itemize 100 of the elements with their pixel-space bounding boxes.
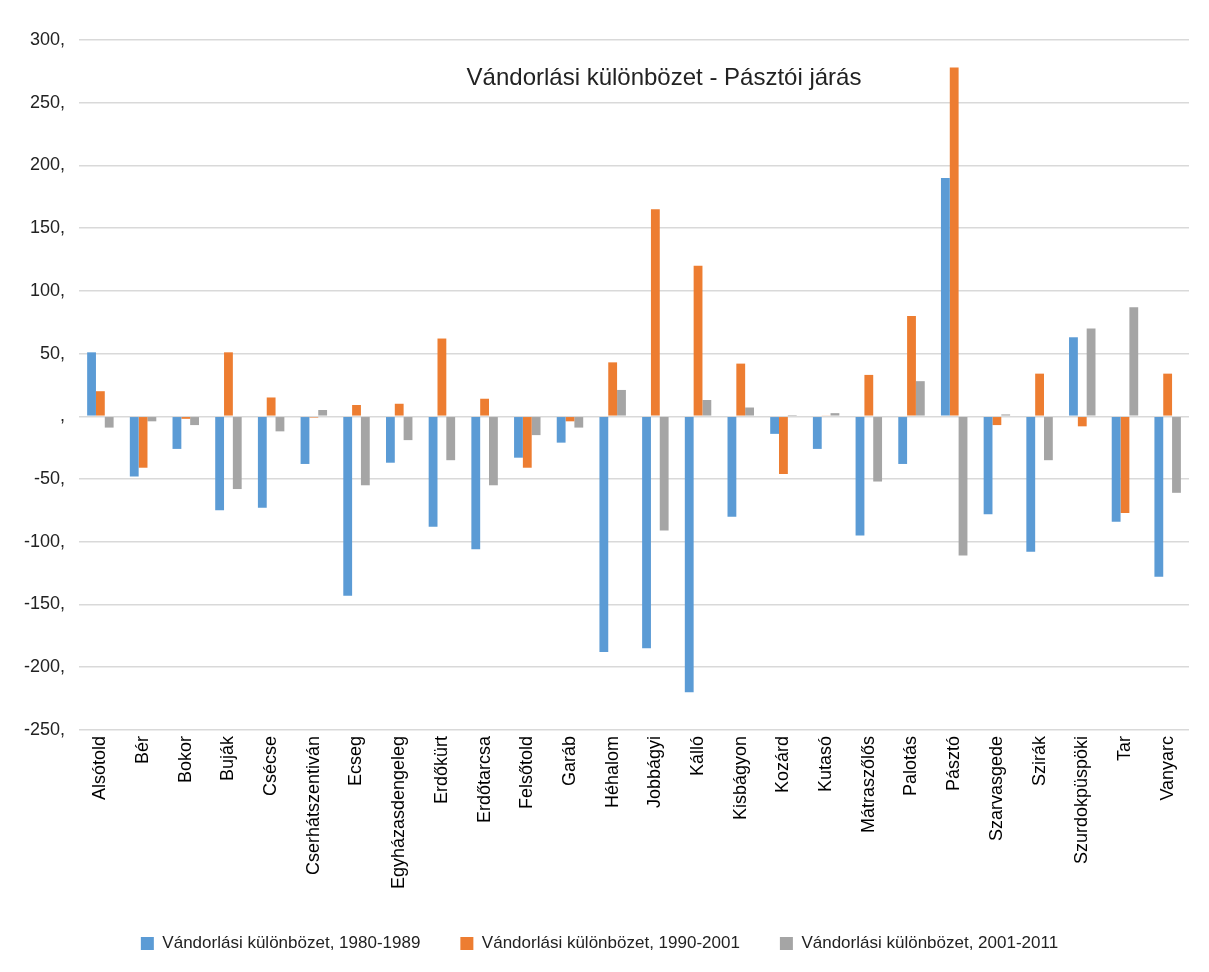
x-tick-label: Egyházasdengeleg: [388, 735, 409, 889]
bar: [489, 417, 498, 486]
bar: [1077, 417, 1087, 427]
bar: [480, 398, 490, 416]
bar: [224, 352, 233, 416]
bar: [87, 352, 96, 416]
bar: [898, 417, 908, 464]
bar: [693, 265, 703, 416]
bar: [1111, 417, 1121, 522]
bar: [992, 417, 1002, 426]
y-tick-label: 100,: [29, 279, 66, 300]
bar: [556, 417, 566, 443]
bar: [257, 417, 267, 508]
bar: [471, 417, 481, 550]
bar: [522, 417, 532, 468]
x-tick-label: Felsőtold: [516, 735, 537, 809]
bar: [1035, 373, 1044, 416]
x-tick-label: Erdőkürt: [430, 735, 451, 804]
legend-label: Vándorlási különbözet, 1980-1989: [162, 933, 421, 953]
x-tick-label: Pásztó: [943, 735, 964, 791]
bar: [770, 417, 780, 434]
bar: [446, 417, 456, 461]
bar: [684, 417, 694, 693]
bar: [958, 417, 968, 556]
bar: [1026, 417, 1036, 552]
bar: [1154, 417, 1164, 577]
y-tick-label: -200,: [24, 656, 66, 677]
bar: [343, 417, 353, 596]
bar: [394, 403, 404, 416]
bar: [437, 338, 447, 416]
bar: [736, 363, 746, 416]
bar: [702, 399, 712, 416]
x-tick-label: Héhalom: [601, 735, 622, 808]
bar: [1043, 417, 1053, 461]
bar: [830, 413, 840, 416]
bar: [95, 391, 105, 416]
bar: [172, 417, 182, 449]
x-tick-label: Kisbágyon: [729, 735, 750, 820]
bar: [873, 417, 883, 482]
bar: [266, 397, 276, 416]
bar: [779, 417, 788, 474]
y-tick-label: 300,: [29, 28, 66, 49]
bar: [514, 417, 523, 458]
bar: [574, 417, 584, 428]
x-tick-label: Szurdokpüspöki: [1071, 735, 1092, 864]
bar: [129, 417, 139, 477]
y-tick-label: -100,: [24, 530, 66, 551]
x-tick-label: Bokor: [174, 735, 195, 783]
bar: [617, 389, 626, 416]
bar: [983, 417, 993, 515]
x-tick-label: Csécse: [260, 735, 281, 796]
bar: [385, 417, 395, 463]
x-tick-label: Erdőtarcsa: [473, 734, 494, 823]
x-tick-label: Cserhátszentiván: [302, 735, 323, 875]
bar: [147, 417, 157, 422]
x-tick-label: Garáb: [558, 735, 579, 786]
bar: [949, 67, 959, 416]
bar: [745, 407, 754, 416]
y-tick-label: 50,: [40, 342, 66, 363]
bar: [1163, 373, 1173, 416]
bar: [1129, 307, 1139, 416]
bar: [104, 417, 114, 428]
bar: [190, 417, 199, 426]
x-tick-label: Szirák: [1028, 734, 1049, 786]
bar: [138, 417, 148, 468]
text: Vándorlási különbözet - Pásztói járás: [466, 62, 862, 90]
x-tick-label: Ecseg: [345, 735, 366, 786]
bar: [727, 417, 737, 517]
x-tick-label: Kozárd: [772, 735, 793, 793]
bar: [352, 405, 361, 416]
x-tick-label: Alsótold: [89, 735, 110, 800]
x-tick-label: Kálló: [687, 735, 708, 776]
bar: [915, 381, 925, 416]
y-tick-label: 200,: [29, 154, 66, 175]
bar: [318, 410, 328, 416]
bar: [855, 417, 865, 536]
y-tick-label: 250,: [29, 91, 66, 112]
x-tick-label: Jobbágyi: [644, 735, 665, 808]
y-tick-label: 150,: [29, 217, 66, 238]
bar: [1069, 337, 1078, 416]
bar: [608, 362, 618, 416]
bar: [812, 417, 822, 449]
x-tick-label: Vanyarc: [1156, 735, 1177, 801]
y-tick-label: -250,: [24, 718, 66, 739]
legend-label: Vándorlási különbözet, 2001-2011: [801, 933, 1059, 953]
bar: [642, 417, 651, 649]
y-tick-label: ,: [60, 405, 66, 426]
bar: [428, 417, 438, 527]
y-tick-label: -150,: [24, 593, 66, 614]
x-tick-label: Palotás: [900, 735, 921, 796]
bar: [531, 417, 541, 436]
bar: [907, 315, 916, 416]
bar: [232, 417, 242, 490]
bar: [650, 209, 660, 416]
bar: [864, 374, 874, 416]
bar: [599, 417, 609, 653]
y-tick-label: -50,: [34, 467, 66, 488]
bar: [1120, 417, 1130, 513]
x-tick-label: Kutasó: [815, 735, 836, 792]
x-tick-label: Mátraszőlős: [857, 735, 878, 833]
